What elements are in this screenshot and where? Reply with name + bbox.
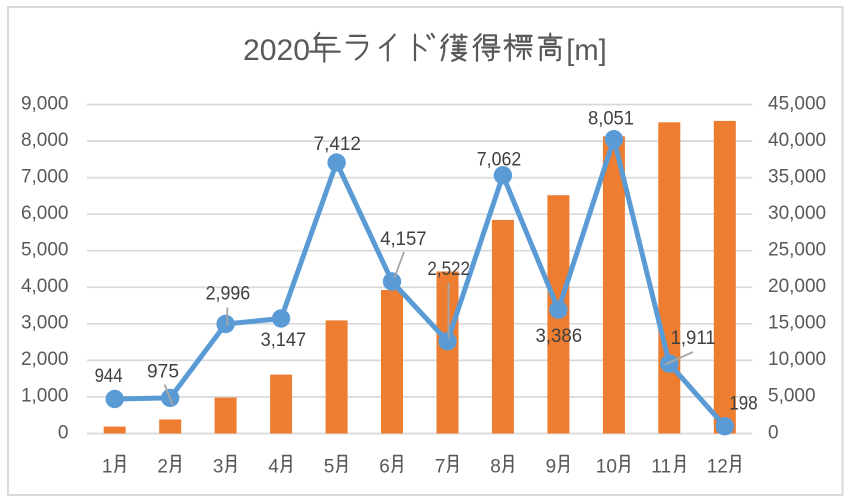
svg-text:1,000: 1,000 xyxy=(21,386,69,407)
svg-text:35,000: 35,000 xyxy=(768,166,826,187)
svg-text:12: 12 xyxy=(707,457,728,478)
svg-text:7,062: 7,062 xyxy=(477,150,521,171)
svg-text:4,000: 4,000 xyxy=(21,276,69,297)
svg-text:3,386: 3,386 xyxy=(536,326,583,347)
svg-text:5,000: 5,000 xyxy=(768,386,816,407)
svg-text:7: 7 xyxy=(435,457,446,478)
svg-text:7,412: 7,412 xyxy=(314,134,361,155)
svg-text:25,000: 25,000 xyxy=(768,240,826,261)
svg-text:30,000: 30,000 xyxy=(768,203,826,224)
svg-text:944: 944 xyxy=(95,366,123,387)
svg-text:975: 975 xyxy=(147,361,179,382)
svg-text:6: 6 xyxy=(379,457,390,478)
svg-text:2020: 2020 xyxy=(243,34,310,67)
svg-text:2,522: 2,522 xyxy=(427,259,470,280)
svg-text:8,000: 8,000 xyxy=(21,130,69,151)
svg-text:20,000: 20,000 xyxy=(768,276,826,297)
svg-text:0: 0 xyxy=(768,422,779,443)
svg-text:8: 8 xyxy=(490,457,501,478)
svg-text:5: 5 xyxy=(324,457,335,478)
svg-text:40,000: 40,000 xyxy=(768,130,826,151)
svg-text:11: 11 xyxy=(651,457,671,478)
svg-text:45,000: 45,000 xyxy=(768,93,826,114)
svg-text:3,000: 3,000 xyxy=(21,313,69,334)
svg-text:2,996: 2,996 xyxy=(206,284,251,305)
svg-text:9,000: 9,000 xyxy=(21,93,69,114)
svg-text:9: 9 xyxy=(546,457,557,478)
svg-text:198: 198 xyxy=(729,394,757,415)
svg-text:15,000: 15,000 xyxy=(768,313,826,334)
svg-text:5,000: 5,000 xyxy=(21,240,69,261)
svg-text:8,051: 8,051 xyxy=(588,108,634,129)
svg-text:7,000: 7,000 xyxy=(21,166,69,187)
svg-text:3: 3 xyxy=(213,457,224,478)
svg-text:2: 2 xyxy=(157,457,168,478)
svg-text:4,157: 4,157 xyxy=(380,229,426,250)
svg-text:10: 10 xyxy=(596,457,617,478)
svg-text:1: 1 xyxy=(102,457,113,478)
svg-text:2,000: 2,000 xyxy=(21,349,69,370)
svg-text:[m]: [m] xyxy=(566,34,607,67)
svg-text:3,147: 3,147 xyxy=(261,330,307,351)
svg-text:6,000: 6,000 xyxy=(21,203,69,224)
svg-text:4: 4 xyxy=(268,457,279,478)
svg-text:1,911: 1,911 xyxy=(671,328,716,349)
svg-text:10,000: 10,000 xyxy=(768,349,826,370)
svg-text:0: 0 xyxy=(58,422,69,443)
